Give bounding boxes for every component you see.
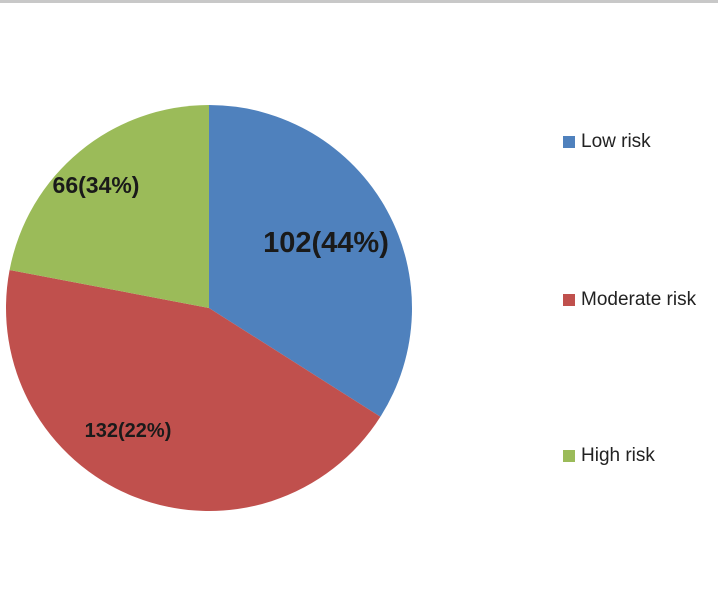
legend-label-low-risk: Low risk [581, 131, 651, 152]
pie-slice-moderate-risk [5, 269, 381, 511]
top-divider [0, 0, 718, 3]
data-label-moderate-risk: 132(22%) [85, 420, 172, 442]
pie-slice-high-risk [9, 105, 209, 308]
legend-swatch-low-risk [563, 136, 575, 148]
legend-item-low-risk: Low risk [563, 131, 651, 153]
pie-slice-low-risk [209, 105, 412, 417]
legend-item-high-risk: High risk [563, 445, 655, 467]
legend-swatch-moderate-risk [563, 294, 575, 306]
legend-label-high-risk: High risk [581, 445, 655, 466]
legend-swatch-high-risk [563, 450, 575, 462]
legend-item-moderate-risk: Moderate risk [563, 289, 696, 311]
data-label-low-risk: 102(44%) [263, 227, 389, 259]
legend-label-moderate-risk: Moderate risk [581, 289, 697, 310]
data-label-high-risk: 66(34%) [53, 172, 140, 198]
